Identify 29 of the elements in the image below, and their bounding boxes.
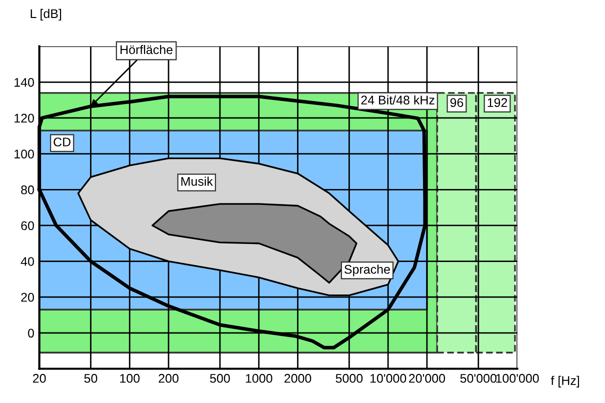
y-tick-label: 140 (14, 78, 34, 87)
annotation: Musik (181, 176, 213, 186)
x-axis-title: f [Hz] (550, 376, 580, 388)
x-tick-label: 200 (158, 374, 178, 383)
x-tick-label: 20'000 (409, 374, 446, 383)
annotation: Hörfläche (120, 44, 172, 54)
annotation: 24 Bit/48 kHz (361, 95, 434, 105)
x-tick-label: 50'000 (460, 374, 496, 383)
y-tick-label: 60 (21, 221, 34, 230)
y-tick-label: 80 (21, 185, 34, 194)
y-tick-label: 20 (21, 292, 34, 302)
y-axis-title: L [dB] (30, 8, 62, 21)
annotation: 192 (488, 98, 508, 108)
x-tick-label: 500 (210, 374, 230, 383)
annotation: CD (54, 138, 71, 146)
y-tick-label: 0 (28, 328, 34, 338)
y-tick-label: 40 (20, 257, 34, 266)
x-tick-label: 10'000 (370, 374, 406, 383)
y-tick-label: 100 (14, 150, 34, 158)
x-tick-label: 20 (33, 374, 46, 383)
x-tick-label: 50 (84, 374, 98, 383)
x-tick-label: 100'000 (496, 374, 539, 383)
x-tick-label: 1000 (246, 374, 272, 383)
y-tick-label: 120 (14, 114, 34, 123)
x-tick-label: 5000 (336, 374, 363, 383)
x-tick-label: 2000 (284, 374, 312, 383)
x-tick-label: 100 (120, 374, 140, 383)
annotation: Sprache (344, 264, 390, 276)
annotation: 96 (450, 98, 464, 108)
